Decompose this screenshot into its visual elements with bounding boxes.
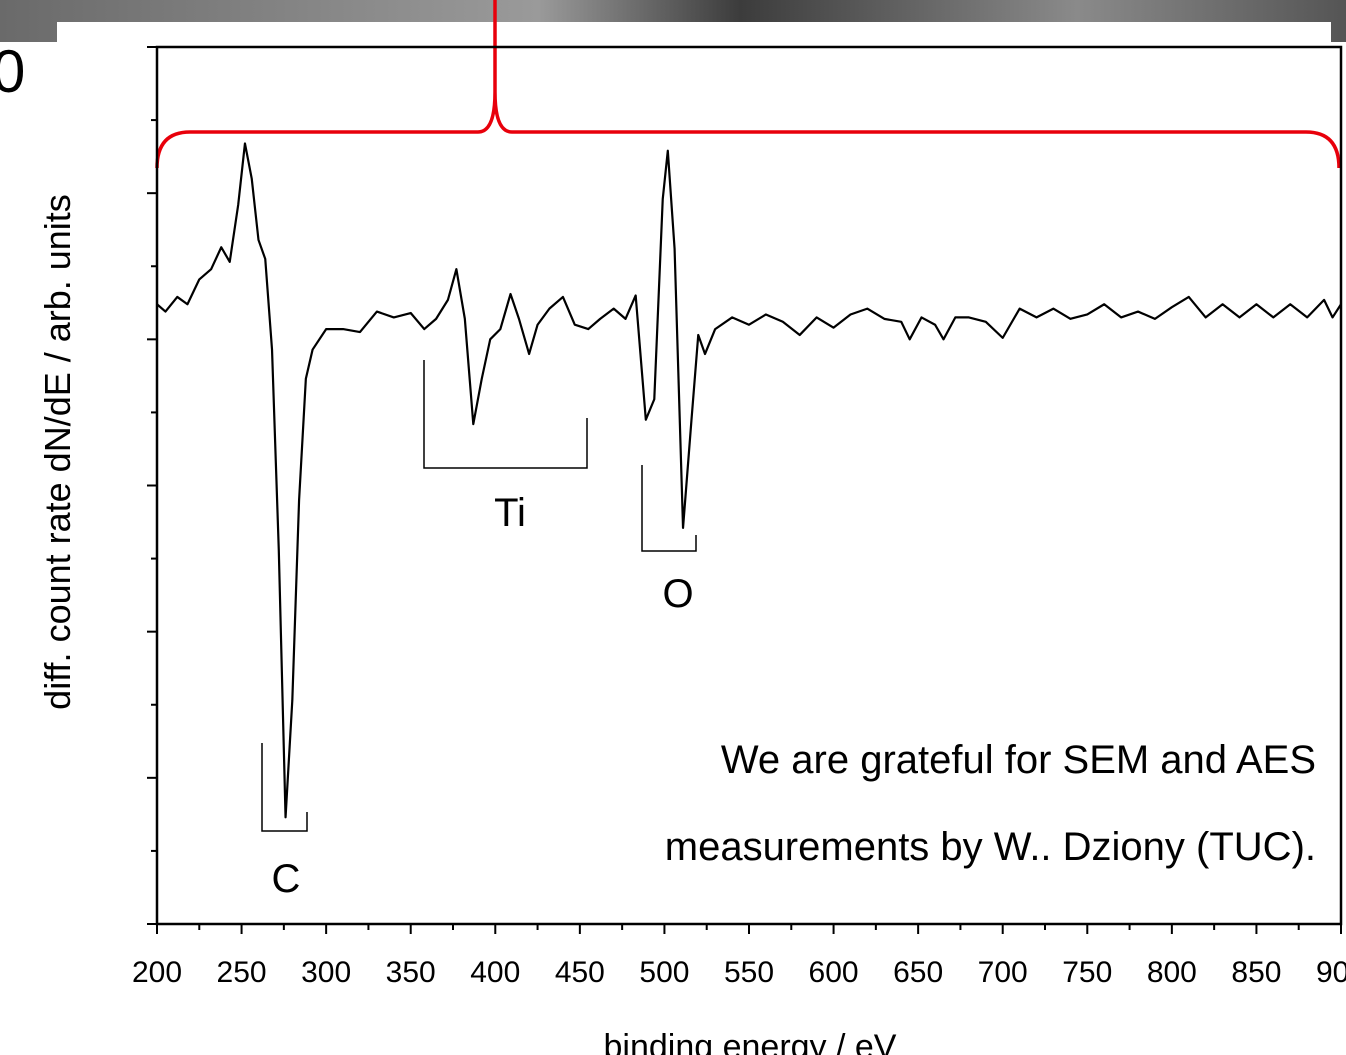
- spectrum-line: [156, 142, 1342, 819]
- x-tick-label: 700: [978, 956, 1028, 989]
- x-tick-label: 250: [217, 956, 267, 989]
- x-tick-label: 350: [386, 956, 436, 989]
- acknowledgement-line: We are grateful for SEM and AES: [721, 738, 1316, 782]
- x-tick-label: 450: [555, 956, 605, 989]
- x-tick-label: 800: [1147, 956, 1197, 989]
- x-axis-title: binding energy / eV: [604, 1028, 897, 1055]
- plot-area: 200 250 300 350 400 450 500 550 600 650 700 750 800 8…: [132, 46, 1346, 989]
- clipped-label: 0: [0, 38, 25, 105]
- x-tick-label: 300: [301, 956, 351, 989]
- x-tick-label: 500: [639, 956, 689, 989]
- x-tick-label: 850: [1231, 956, 1281, 989]
- x-tick-label: 550: [724, 956, 774, 989]
- x-tick-label: 750: [1062, 956, 1112, 989]
- c-bracket: [261, 743, 308, 832]
- y-axis-title: diff. count rate dN/dE / arb. units: [37, 194, 78, 710]
- ti-label: Ti: [494, 491, 526, 535]
- ti-bracket: [423, 360, 588, 469]
- c-label: C: [272, 857, 301, 901]
- x-tick-label: 200: [132, 956, 182, 989]
- o-label: O: [662, 572, 693, 616]
- o-bracket: [641, 465, 697, 552]
- x-tick-label: 650: [893, 956, 943, 989]
- slide-panel: [57, 22, 1331, 1055]
- x-tick-label: 900: [1316, 956, 1346, 989]
- x-tick-label: 400: [470, 956, 520, 989]
- acknowledgement-line: measurements by W.. Dziony (TUC).: [665, 825, 1316, 869]
- x-tick-label: 600: [809, 956, 859, 989]
